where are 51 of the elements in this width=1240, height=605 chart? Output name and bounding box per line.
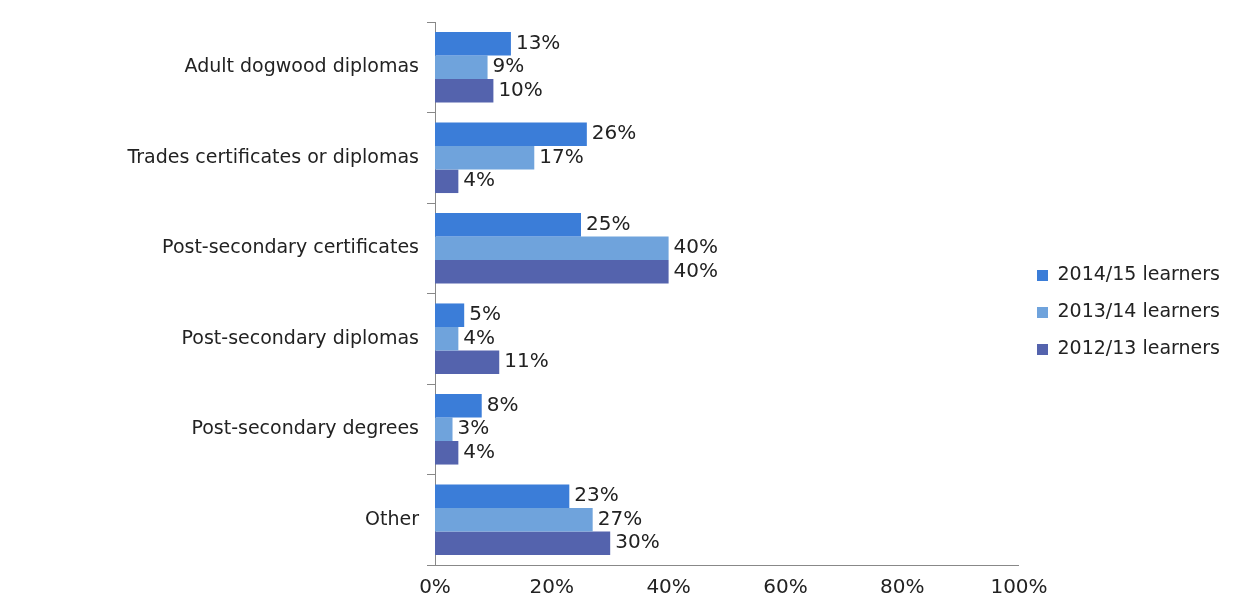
bar: [435, 531, 611, 556]
legend-label: 2012/13 learners: [1057, 336, 1221, 359]
x-tick-label: 0%: [419, 574, 451, 599]
legend-label: 2014/15 learners: [1057, 262, 1221, 285]
data-label: 4%: [463, 324, 496, 349]
bar: [435, 350, 500, 375]
bar: [435, 441, 459, 465]
y-tick-label: Trades certificates or diplomas: [126, 144, 419, 167]
y-tick-label: Post-secondary diplomas: [181, 325, 419, 348]
x-tick-label: 80%: [879, 574, 925, 599]
y-tick-label: Post-secondary certificates: [162, 235, 419, 258]
data-label: 10%: [498, 76, 543, 101]
data-label: 11%: [504, 348, 549, 373]
bar: [435, 31, 511, 56]
bar: [435, 55, 488, 80]
bar: [435, 122, 587, 146]
data-label: 25%: [586, 210, 631, 235]
data-label: 17%: [539, 143, 584, 168]
legend-label: 2013/14 learners: [1057, 299, 1221, 322]
y-tick-label: Other: [365, 506, 420, 529]
bar: [435, 79, 494, 103]
data-label: 5%: [469, 301, 501, 326]
bar: [435, 212, 581, 237]
x-tick-label: 20%: [529, 574, 575, 599]
bar: [435, 145, 535, 170]
data-label: 40%: [673, 257, 719, 282]
data-label: 26%: [591, 120, 637, 145]
x-tick-label: 100%: [990, 574, 1048, 599]
bar: [435, 169, 459, 194]
y-tick-label: Post-secondary degrees: [191, 416, 419, 439]
bar: [435, 260, 669, 284]
bar: [435, 303, 465, 327]
bar: [435, 507, 593, 532]
bar: [435, 236, 669, 261]
data-label: 9%: [492, 53, 525, 78]
data-label: 4%: [463, 438, 496, 463]
bar: [435, 417, 453, 442]
data-label: 27%: [597, 505, 643, 530]
x-tick-label: 60%: [763, 574, 808, 599]
bar: [435, 393, 482, 418]
data-label: 4%: [463, 167, 496, 192]
y-tick-label: Adult dogwood diplomas: [184, 54, 419, 77]
data-label: 30%: [615, 529, 660, 554]
x-tick-label: 40%: [646, 574, 691, 599]
bar: [435, 484, 570, 508]
bar: [435, 326, 459, 351]
data-label: 23%: [574, 482, 619, 507]
data-label: 3%: [457, 415, 490, 440]
data-label: 8%: [486, 391, 519, 416]
data-label: 13%: [515, 29, 561, 54]
data-label: 40%: [673, 234, 719, 259]
